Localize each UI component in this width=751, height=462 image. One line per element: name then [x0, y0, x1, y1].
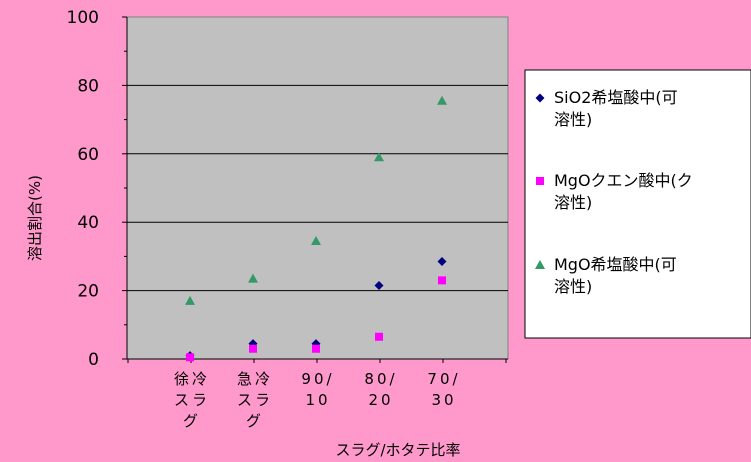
legend-marker-triangle — [535, 260, 545, 269]
legend-box — [524, 69, 751, 339]
legend-marker-diamond — [535, 93, 545, 103]
data-points — [185, 95, 447, 362]
x-category-label: 70/30 — [427, 370, 460, 409]
y-tick-labels: 0 20 40 60 80 100 — [67, 8, 99, 370]
y-tick-label: 80 — [77, 76, 99, 96]
data-point-triangle — [311, 236, 321, 246]
x-category-label: 徐冷スラグ — [174, 370, 210, 430]
y-tick-label: 100 — [67, 8, 99, 28]
data-point-square — [249, 344, 257, 353]
data-point-square — [186, 353, 194, 362]
x-category-label: 90/10 — [301, 370, 334, 409]
data-point-triangle — [248, 273, 258, 283]
legend-marker-square — [536, 177, 544, 185]
data-point-diamond — [437, 257, 447, 267]
data-point-triangle — [374, 152, 384, 162]
x-category-label: 急冷スラグ — [237, 370, 273, 430]
data-point-triangle — [437, 95, 447, 105]
legend-label: MgO希塩酸中(可溶性) — [554, 255, 677, 296]
y-tick-label: 0 — [88, 350, 99, 370]
data-point-square — [312, 344, 320, 353]
data-point-square — [375, 332, 383, 341]
x-axis-title: スラグ/ホタテ比率 — [335, 441, 460, 459]
legend: SiO2希塩酸中(可溶性) MgOクエン酸中(ク溶性) MgO希塩酸中(可溶性) — [524, 69, 751, 339]
data-point-diamond — [374, 280, 384, 290]
y-axis-title: 溶出割合(%) — [26, 175, 44, 261]
data-point-triangle — [185, 295, 195, 305]
x-category-label: 80/20 — [364, 370, 397, 409]
legend-label: MgOクエン酸中(ク溶性) — [554, 171, 693, 212]
data-point-square — [438, 276, 446, 285]
y-tick-label: 40 — [77, 213, 99, 233]
grid-lines — [127, 84, 508, 292]
legend-label: SiO2希塩酸中(可溶性) — [554, 88, 678, 129]
plot-area — [126, 16, 509, 360]
y-tick-label: 60 — [77, 145, 99, 165]
y-tick-label: 20 — [77, 282, 99, 302]
